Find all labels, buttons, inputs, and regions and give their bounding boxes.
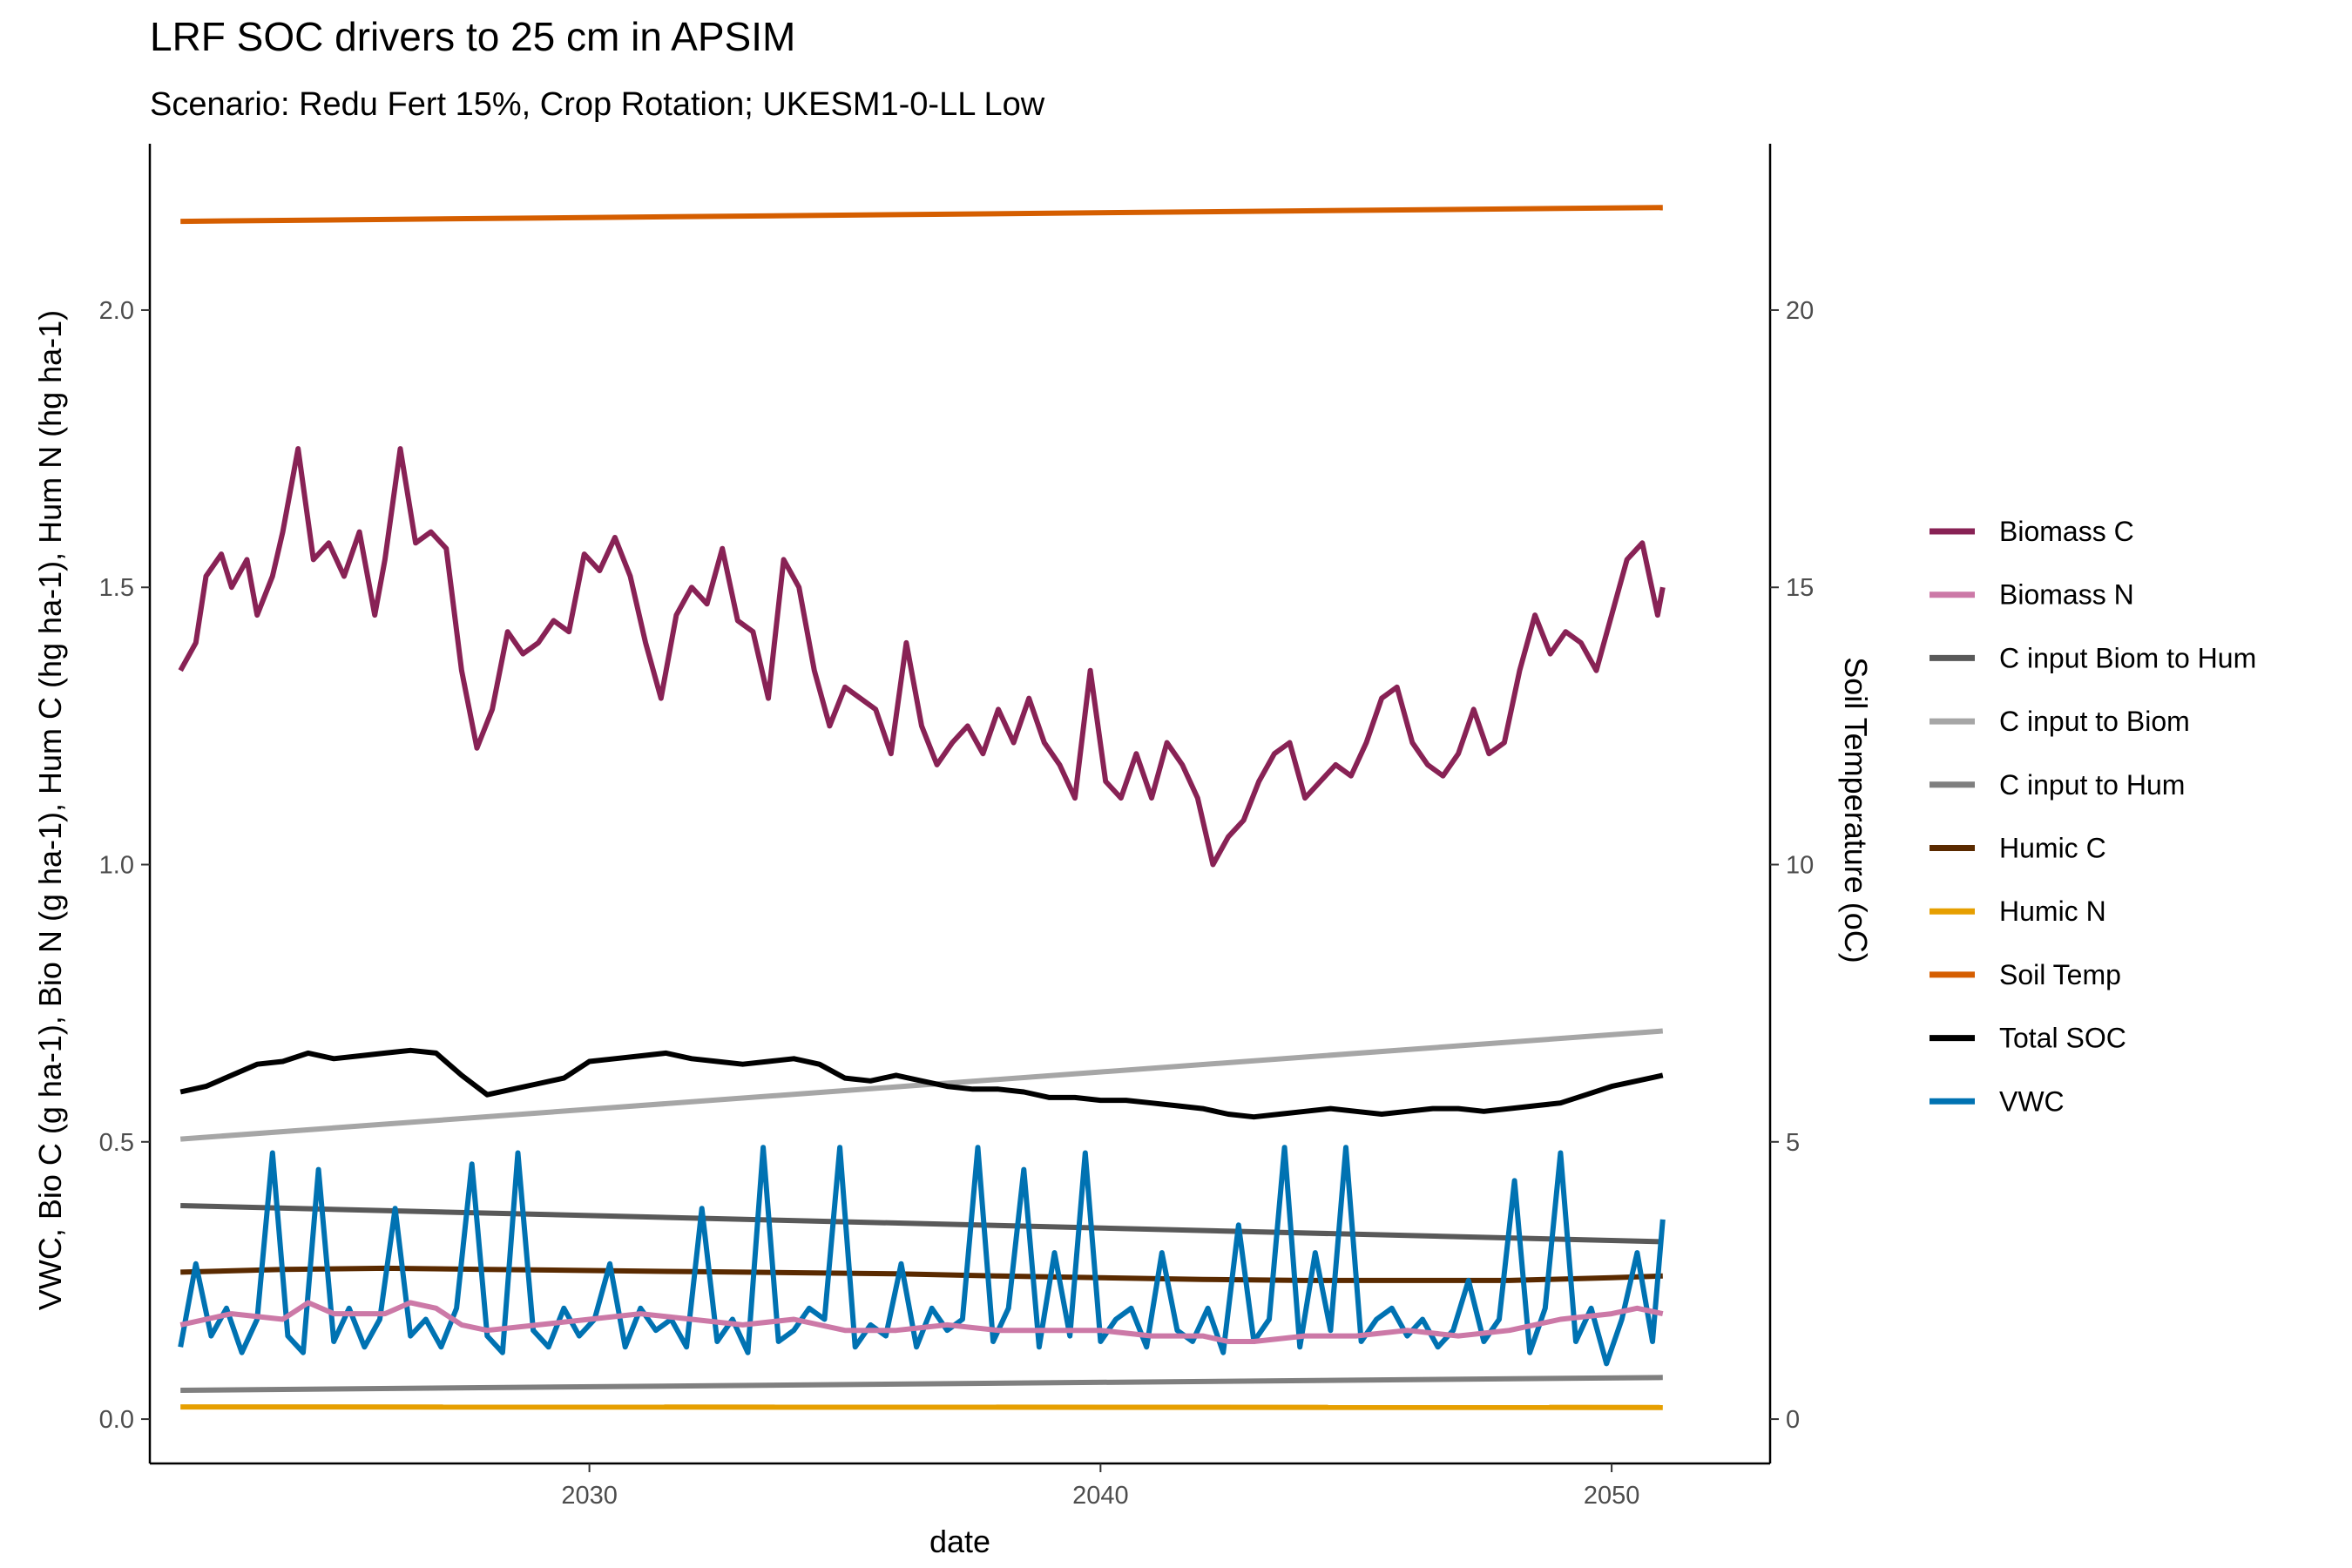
legend-label-biomass-c: Biomass C [1999, 516, 2134, 547]
x-axis-title: date [929, 1524, 990, 1559]
series-line-humic-n [180, 1404, 1663, 1410]
y-left-tick-label: 1.5 [99, 574, 134, 602]
legend-label-c-input-biom-to-hum: C input Biom to Hum [1999, 642, 2256, 673]
legend-label-c-input-to-hum: C input to Hum [1999, 769, 2185, 801]
y-left-tick-label: 0.5 [99, 1129, 134, 1157]
y-right-tick-label: 15 [1786, 574, 1814, 602]
legend-label-total-soc: Total SOC [1999, 1023, 2126, 1054]
legend-label-humic-c: Humic C [1999, 833, 2106, 864]
x-tick-label: 2050 [1584, 1482, 1640, 1510]
series-line-c-input-to-biom [179, 1028, 1664, 1142]
legend-label-biomass-n: Biomass N [1999, 579, 2134, 611]
y-right-tick-label: 5 [1786, 1129, 1800, 1157]
x-tick-label: 2040 [1072, 1482, 1129, 1510]
y-right-tick-label: 0 [1786, 1406, 1800, 1434]
y-left-tick-label: 2.0 [99, 297, 134, 325]
y-axis-left-ticks: 0.0 0.5 1.0 1.5 2.0 [99, 297, 150, 1434]
series-line-biomass-c [178, 446, 1666, 868]
x-axis-ticks: 2030 2040 2050 [561, 1463, 1639, 1510]
legend-label-soil-temp: Soil Temp [1999, 959, 2121, 990]
series-line-biomass-n [179, 1300, 1664, 1344]
y-axis-left-title: VWC, Bio C (g ha-1), Bio N (g ha-1), Hum… [32, 310, 68, 1310]
y-left-tick-label: 1.0 [99, 852, 134, 880]
y-left-tick-label: 0.0 [99, 1406, 134, 1434]
plot-area [178, 205, 1666, 1410]
series-line-vwc [178, 1145, 1666, 1367]
y-axis-right-ticks: 0 5 10 15 20 [1770, 297, 1814, 1434]
chart-subtitle: Scenario: Redu Fert 15%, Crop Rotation; … [150, 86, 1045, 123]
series-line-humic-c [180, 1265, 1663, 1283]
y-right-tick-label: 10 [1786, 852, 1814, 880]
chart-title: LRF SOC drivers to 25 cm in APSIM [150, 14, 795, 59]
series-line-soil-temp [180, 205, 1663, 225]
series-line-c-input-biom-to-hum [180, 1203, 1663, 1245]
legend-label-c-input-to-biom: C input to Biom [1999, 706, 2190, 737]
y-right-tick-label: 20 [1786, 297, 1814, 325]
series-line-total-soc [179, 1047, 1664, 1120]
series-line-c-input-to-hum [180, 1375, 1663, 1393]
legend: Biomass C Biomass N C input Biom to Hum C i… [1930, 516, 2256, 1117]
x-tick-label: 2030 [561, 1482, 618, 1510]
y-axis-right-title: Soil Temperature (oC) [1838, 657, 1874, 963]
legend-label-vwc: VWC [1999, 1085, 2065, 1117]
legend-label-humic-n: Humic N [1999, 896, 2106, 927]
